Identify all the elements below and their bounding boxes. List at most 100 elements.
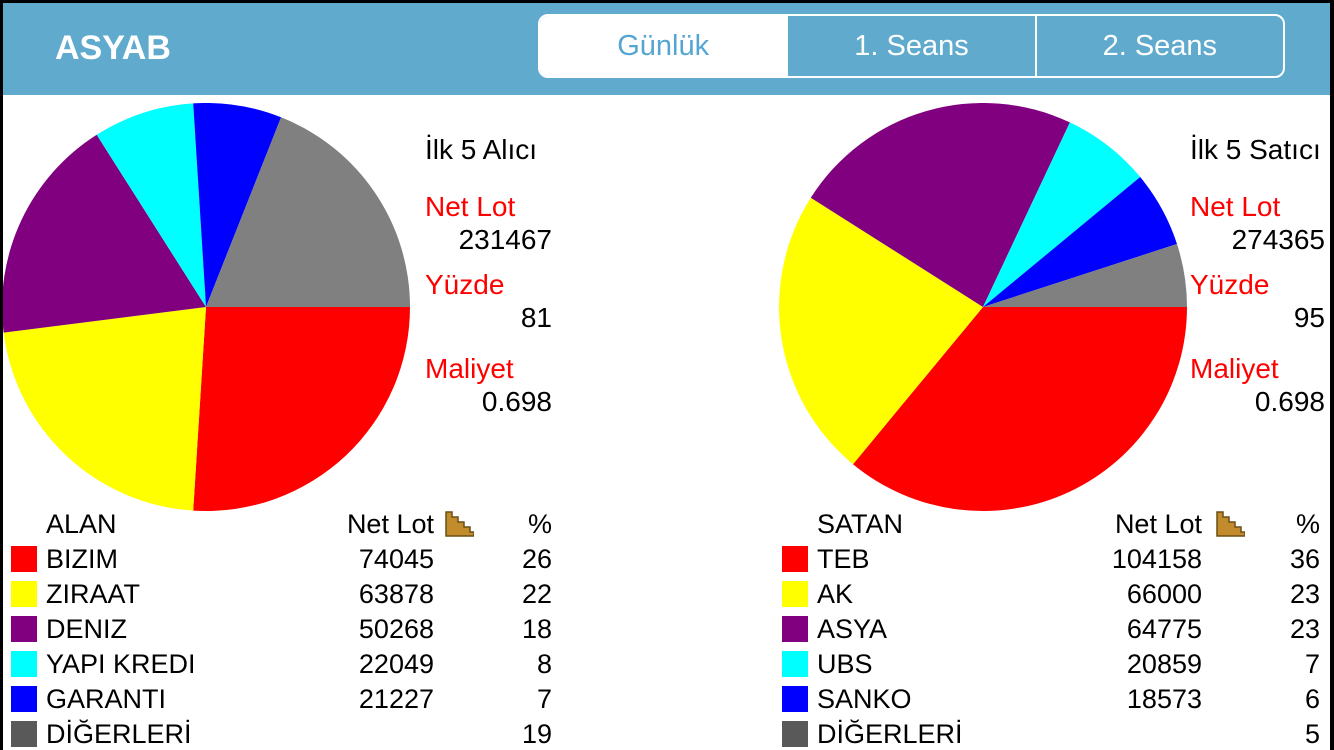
row-name: ZIRAAT bbox=[46, 579, 140, 609]
row-netlot: 63878 bbox=[358, 579, 434, 609]
row-pct: 6 bbox=[1304, 684, 1320, 714]
legend-swatch bbox=[782, 721, 808, 747]
row-netlot: 50268 bbox=[358, 614, 434, 644]
sellers-table: SATAN Net Lot % TEB 104158 36 AK 66000 23 ASYA… bbox=[782, 507, 1320, 750]
legend-swatch bbox=[11, 721, 37, 747]
maliyet-value: 0.698 bbox=[1254, 386, 1325, 417]
legend-swatch bbox=[782, 686, 808, 712]
table-row: DİĞERLERİ 19 bbox=[11, 717, 552, 750]
row-pct: 8 bbox=[536, 649, 552, 679]
row-pct: 18 bbox=[521, 614, 552, 644]
legend-swatch bbox=[782, 651, 808, 677]
name-column-header: ALAN bbox=[46, 509, 117, 539]
row-netlot: 66000 bbox=[1126, 579, 1202, 609]
pie-slice-BIZIM bbox=[193, 307, 410, 511]
table-row: UBS 20859 7 bbox=[782, 647, 1320, 682]
netlot-value: 274365 bbox=[1231, 224, 1325, 255]
pie-slice-GARANTI bbox=[193, 103, 282, 307]
sort-icon[interactable] bbox=[1215, 510, 1245, 537]
yuzde-label: Yüzde bbox=[1190, 269, 1270, 300]
row-name: GARANTI bbox=[46, 684, 167, 714]
screen-edge-right bbox=[1330, 0, 1334, 750]
buyers-table: ALAN Net Lot % BIZIM 74045 26 ZIRAAT 63878 22… bbox=[11, 507, 552, 750]
row-netlot: 21227 bbox=[358, 684, 434, 714]
legend-swatch bbox=[782, 546, 808, 572]
pie-slice-DİĞERLERİ bbox=[206, 117, 410, 307]
pct-column-header: % bbox=[1295, 509, 1320, 539]
legend-swatch bbox=[11, 581, 37, 607]
pie-chart-sellers bbox=[779, 103, 1187, 511]
legend-swatch bbox=[782, 616, 808, 642]
row-name: DİĞERLERİ bbox=[46, 719, 192, 749]
table-row: DENIZ 50268 18 bbox=[11, 612, 552, 647]
pie-slice-UBS bbox=[983, 122, 1141, 308]
row-pct: 26 bbox=[521, 544, 552, 574]
header-bar: ASYAB Günlük 1. Seans 2. Seans bbox=[3, 3, 1330, 95]
pie-slice-YAPI KREDI bbox=[96, 103, 206, 308]
netlot-value: 231467 bbox=[458, 224, 552, 255]
row-pct: 7 bbox=[1304, 649, 1320, 679]
pie-slice-ASYA bbox=[810, 103, 1070, 307]
legend-swatch bbox=[11, 686, 37, 712]
sellers-summary-title: İlk 5 Satıcı bbox=[1190, 134, 1321, 165]
netlot-label: Net Lot bbox=[1190, 191, 1281, 222]
row-name: ASYA bbox=[817, 614, 888, 644]
screen-edge-left bbox=[0, 0, 3, 750]
row-name: TEB bbox=[817, 544, 870, 574]
segmented-control: Günlük 1. Seans 2. Seans bbox=[538, 14, 1285, 78]
maliyet-label: Maliyet bbox=[425, 353, 514, 384]
row-name: BIZIM bbox=[46, 544, 118, 574]
tab-2-seans[interactable]: 2. Seans bbox=[1034, 16, 1283, 76]
row-name: SANKO bbox=[817, 684, 912, 714]
row-name: UBS bbox=[817, 649, 873, 679]
table-row: YAPI KREDI 22049 8 bbox=[11, 647, 552, 682]
pie-slice-AK bbox=[779, 197, 983, 465]
table-header-row: SATAN Net Lot % bbox=[782, 507, 1320, 542]
row-pct: 7 bbox=[536, 684, 552, 714]
tab-1-seans[interactable]: 1. Seans bbox=[786, 16, 1034, 76]
row-netlot: 64775 bbox=[1126, 614, 1202, 644]
row-pct: 23 bbox=[1289, 614, 1320, 644]
tab-gunluk[interactable]: Günlük bbox=[540, 16, 787, 76]
pie-slice-DİĞERLERİ bbox=[983, 244, 1187, 307]
netlot-column-header[interactable]: Net Lot bbox=[1114, 509, 1202, 539]
row-pct: 19 bbox=[521, 719, 552, 749]
yuzde-label: Yüzde bbox=[425, 269, 505, 300]
legend-swatch bbox=[11, 616, 37, 642]
table-row: TEB 104158 36 bbox=[782, 542, 1320, 577]
row-name: DENIZ bbox=[46, 614, 127, 644]
row-pct: 36 bbox=[1289, 544, 1320, 574]
sort-icon[interactable] bbox=[444, 510, 474, 537]
row-pct: 5 bbox=[1304, 719, 1320, 749]
row-netlot: 20859 bbox=[1126, 649, 1202, 679]
table-row: DİĞERLERİ 5 bbox=[782, 717, 1320, 750]
screen-edge-top bbox=[0, 0, 1334, 3]
yuzde-value: 95 bbox=[1293, 302, 1325, 333]
netlot-label: Net Lot bbox=[425, 191, 516, 222]
pie-slice-ZIRAAT bbox=[3, 307, 206, 511]
table-header-row: ALAN Net Lot % bbox=[11, 507, 552, 542]
table-row: GARANTI 21227 7 bbox=[11, 682, 552, 717]
pie-slice-TEB bbox=[853, 307, 1187, 511]
table-row: ZIRAAT 63878 22 bbox=[11, 577, 552, 612]
row-netlot: 22049 bbox=[358, 649, 434, 679]
row-pct: 22 bbox=[521, 579, 552, 609]
row-netlot: 104158 bbox=[1111, 544, 1202, 574]
maliyet-value: 0.698 bbox=[481, 386, 552, 417]
buyers-summary: İlk 5 Alıcı Net Lot 231467 Yüzde 81 Mali… bbox=[425, 133, 552, 418]
sellers-summary: İlk 5 Satıcı Net Lot 274365 Yüzde 95 Mal… bbox=[1190, 133, 1325, 418]
table-row: BIZIM 74045 26 bbox=[11, 542, 552, 577]
row-pct: 23 bbox=[1289, 579, 1320, 609]
table-row: SANKO 18573 6 bbox=[782, 682, 1320, 717]
maliyet-label: Maliyet bbox=[1190, 353, 1279, 384]
page-title: ASYAB bbox=[55, 29, 171, 67]
legend-swatch bbox=[11, 651, 37, 677]
pie-slice-DENIZ bbox=[2, 134, 206, 333]
netlot-column-header[interactable]: Net Lot bbox=[346, 509, 434, 539]
pct-column-header: % bbox=[527, 509, 552, 539]
legend-swatch bbox=[11, 546, 37, 572]
row-name: AK bbox=[817, 579, 854, 609]
name-column-header: SATAN bbox=[817, 509, 904, 539]
legend-swatch bbox=[782, 581, 808, 607]
